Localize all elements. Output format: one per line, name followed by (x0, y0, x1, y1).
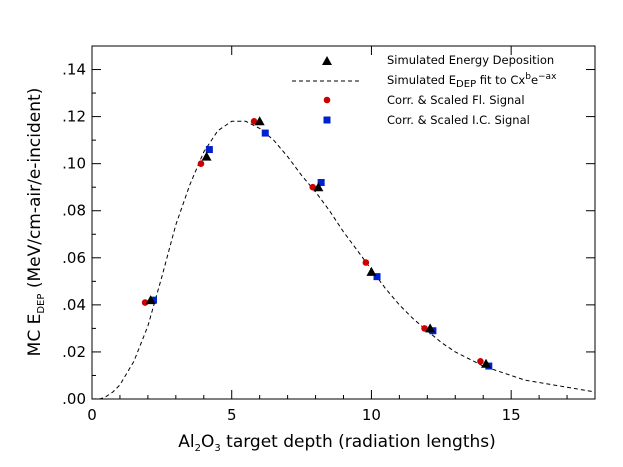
y-axis-title: MC EDEP (MeV/cm-air/e-incident) (25, 88, 47, 357)
energy-deposition-point (145, 295, 156, 305)
ic-signal-point (261, 129, 269, 137)
ic-signal-point (205, 146, 213, 154)
y-tick-label: .10 (62, 155, 86, 173)
legend-label-energy-deposition: Simulated Energy Deposition (387, 53, 554, 67)
ic-signal-point (373, 273, 381, 281)
fl-signal-point (421, 325, 428, 332)
x-tick-label: 10 (362, 406, 381, 424)
fl-signal-point (362, 259, 370, 266)
x-tick-label: 15 (502, 406, 521, 424)
fl-signal-point (197, 160, 205, 167)
fit-curve (91, 120, 596, 400)
y-tick-label: .08 (62, 202, 86, 220)
legend-triangle-marker (322, 56, 332, 65)
legend-label-fit: Simulated EDEP fit to Cxbe−ax (387, 72, 557, 90)
x-tick-label: 0 (87, 406, 97, 424)
y-tick-label: .00 (62, 390, 86, 408)
axis-ticks (91, 46, 595, 400)
energy-deposition-point (313, 182, 324, 192)
energy-deposition-point (425, 323, 436, 333)
fl-signal-point (309, 183, 317, 191)
x-axis-title: Al2O3 target depth (radiation lengths) (178, 432, 496, 454)
legend-circle-marker (323, 96, 331, 104)
legend-label-ic-signal: Corr. & Scaled I.C. Signal (387, 113, 530, 127)
data-markers (141, 116, 493, 370)
y-tick-label: .12 (62, 108, 86, 126)
ic-signal-point (317, 178, 325, 186)
legend: Simulated Energy Deposition Simulated ED… (292, 53, 557, 127)
legend-square-marker (323, 116, 331, 124)
y-tick-label: .06 (62, 249, 86, 267)
fl-signal-point (141, 299, 149, 306)
energy-deposition-point (481, 358, 492, 368)
y-tick-label: .14 (62, 61, 86, 79)
x-tick-label: 5 (227, 406, 237, 424)
energy-deposition-point (366, 266, 377, 276)
ic-signal-point (149, 296, 157, 304)
y-tick-label: .02 (62, 343, 86, 361)
energy-deposition-point (254, 116, 265, 126)
legend-label-fl-signal: Corr. & Scaled Fl. Signal (387, 93, 525, 107)
energy-deposition-point (201, 151, 212, 161)
y-tick-label: .04 (62, 296, 86, 314)
fl-signal-point (250, 118, 258, 125)
fl-signal-point (477, 358, 484, 365)
tick-labels: 0 5 10 15 .00 .02 .04 .06 .08 .10 .12 .14 (62, 61, 521, 424)
